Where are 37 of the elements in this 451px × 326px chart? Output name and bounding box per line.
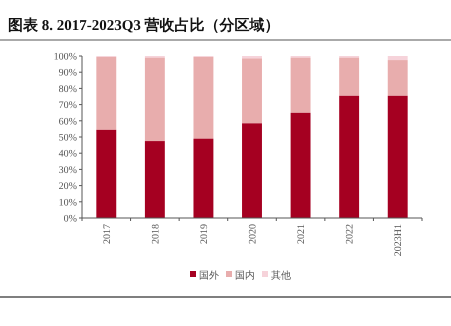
bar [339,96,360,218]
chart-title: 图表 8. 2017-2023Q3 营收占比（分区域） [8,17,280,34]
bar [388,60,408,96]
x-tick-label: 2023H1 [393,224,404,256]
y-tick-label: 100% [54,52,77,62]
bar [388,96,408,218]
legend-label: 国内 [235,270,255,282]
bar [290,112,311,218]
bar [144,58,165,142]
y-tick-label: 70% [58,100,77,112]
bar [144,141,165,218]
legend-label: 国外 [199,270,219,282]
y-tick-label: 80% [58,84,77,95]
bar [388,56,408,60]
y-tick-label: 60% [58,116,77,128]
x-tick-label: 2020 [248,224,258,244]
bar [339,58,360,96]
y-tick-label: 40% [58,148,77,160]
legend-label: 其他 [271,270,291,282]
y-tick-label: 30% [58,164,77,176]
bar [96,56,116,130]
y-tick-label: 50% [58,132,77,144]
x-tick-label: 2017 [102,224,113,244]
y-tick-label: 10% [58,197,77,208]
x-tick-label: 2022 [344,224,356,244]
bar [96,130,116,218]
y-tick-label: 90% [58,68,77,79]
bar [242,58,262,124]
x-tick-label: 2021 [296,224,308,244]
x-tick-label: 2019 [198,224,210,244]
bar [193,138,214,218]
bar [242,123,262,218]
y-tick-label: 20% [58,181,77,192]
y-tick-label: 0% [64,214,77,224]
bar [290,58,311,113]
bar [193,56,214,139]
x-tick-label: 2018 [150,224,162,244]
